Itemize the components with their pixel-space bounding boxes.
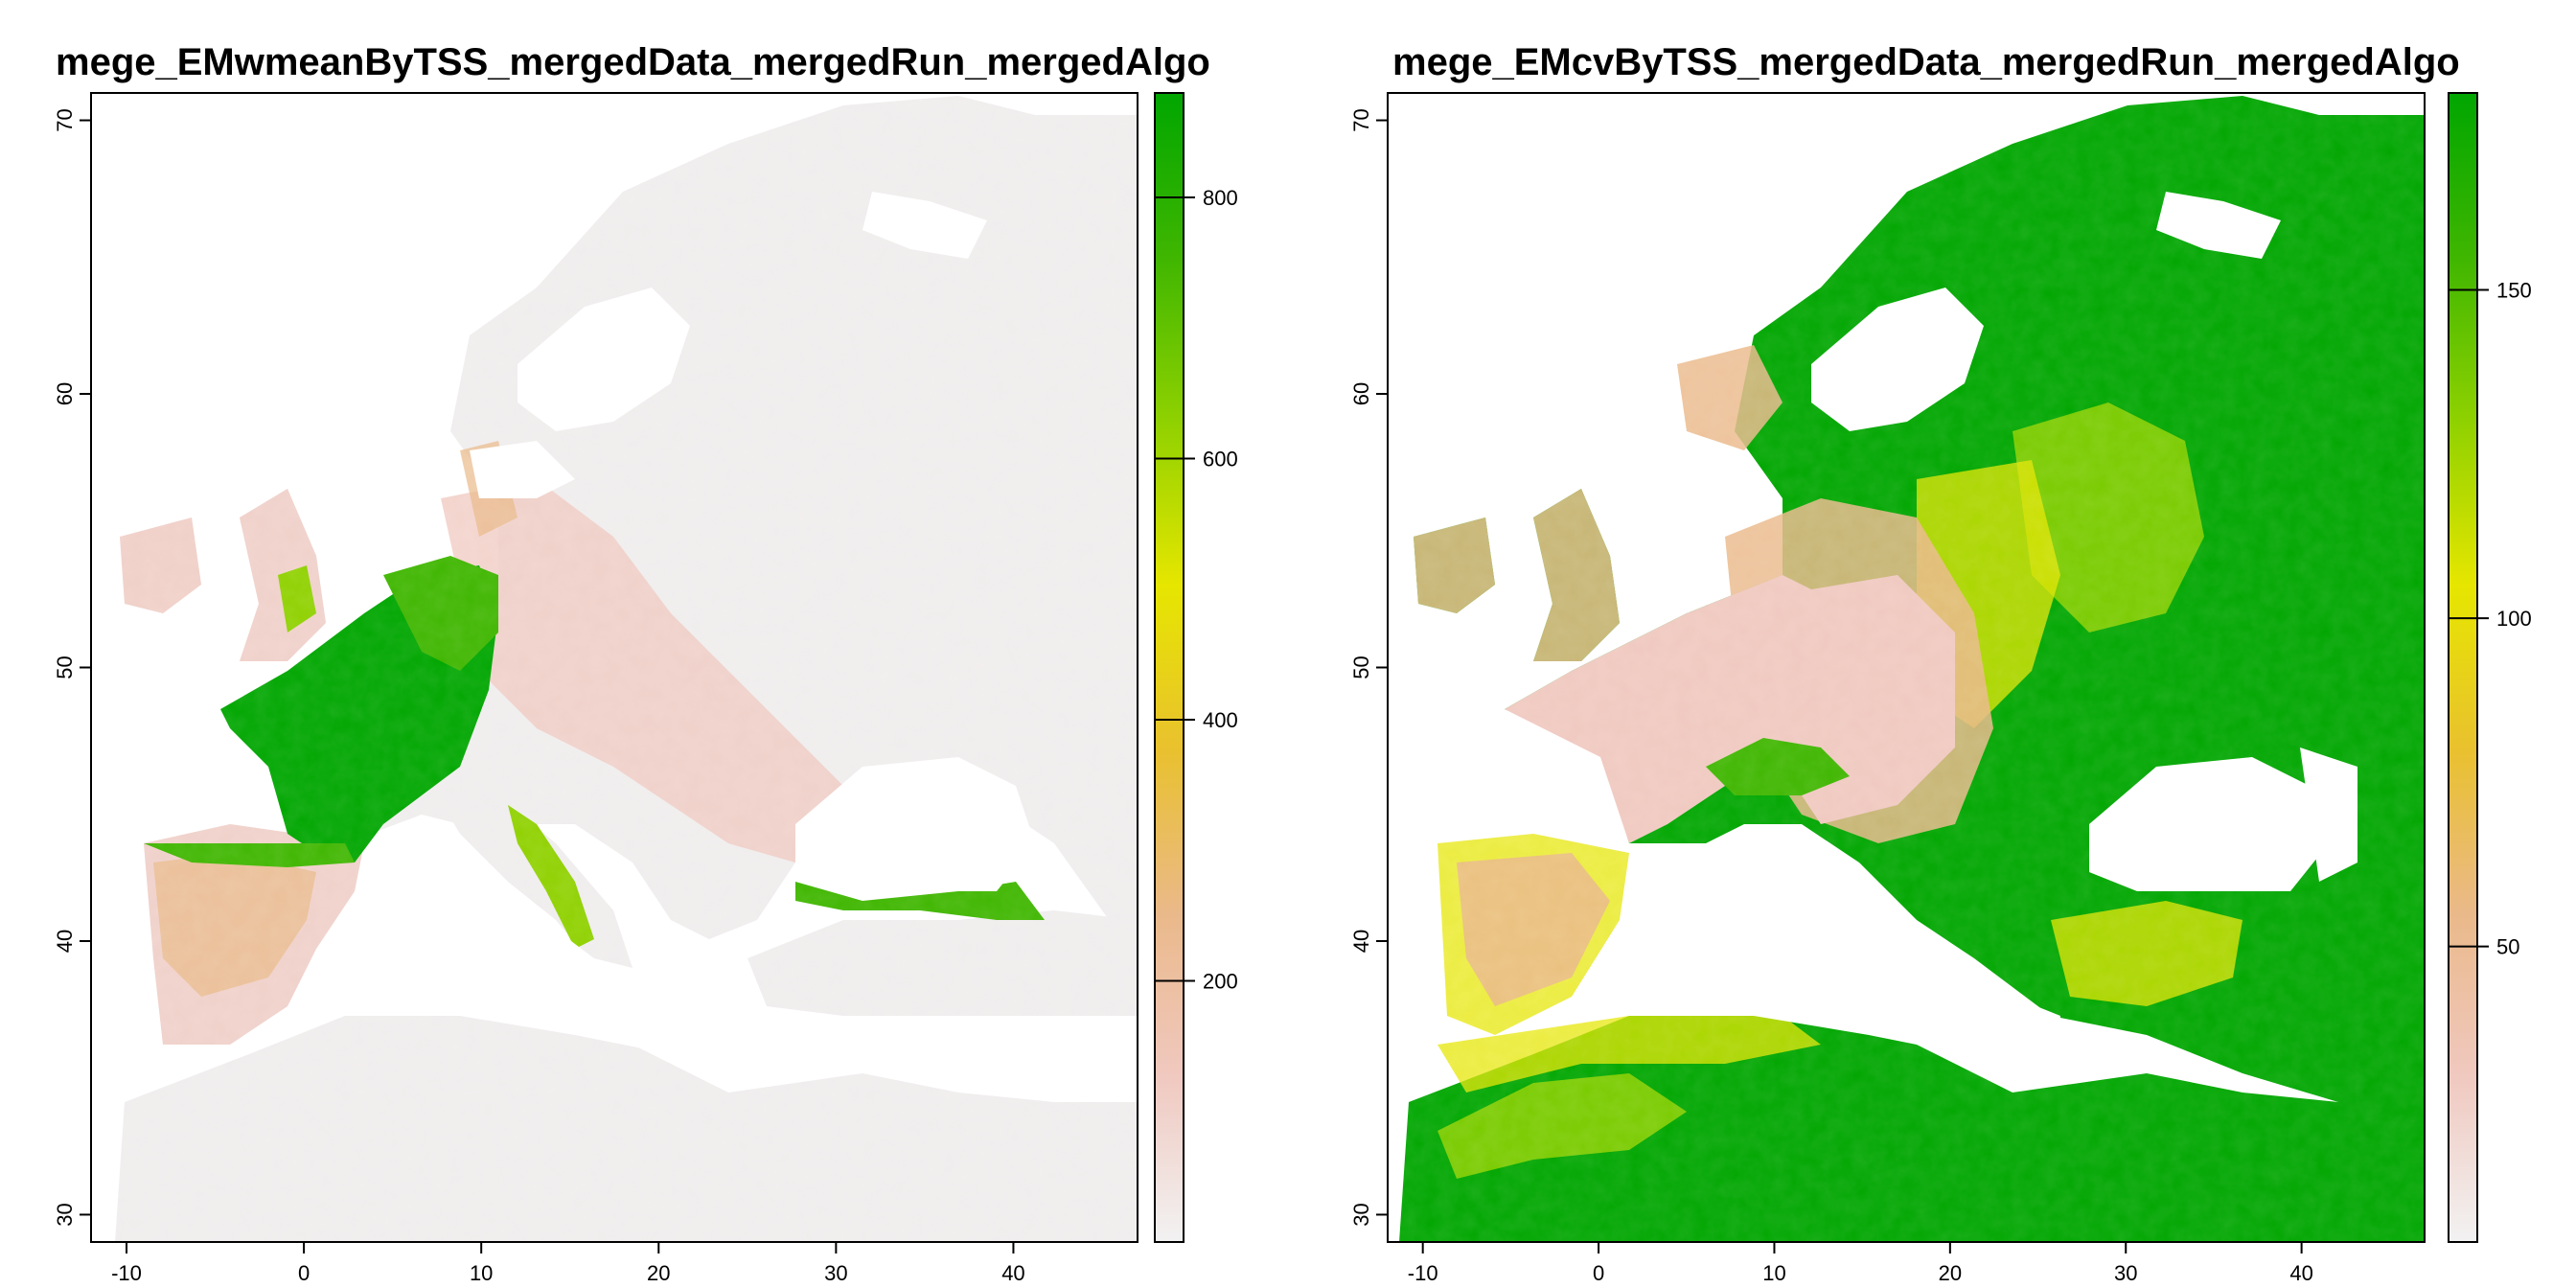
panel2-colorbar-ramp [2448, 92, 2478, 1243]
colorbar-tick-label: 100 [2496, 607, 2532, 631]
x-tick-label: 20 [647, 1261, 670, 1285]
panel1-x-axis: -10 0 10 20 30 40 [111, 1242, 1025, 1285]
colorbar-tick-label: 200 [1203, 970, 1238, 994]
x-tick-label: 20 [1939, 1261, 1962, 1285]
y-tick-label: 40 [53, 930, 77, 953]
panel2-colorbar-ticks: 50 100 150 [2449, 279, 2532, 959]
x-tick-label: 10 [1762, 1261, 1785, 1285]
panel2-title: mege_EMcvByTSS_mergedData_mergedRun_merg… [1392, 41, 2460, 83]
x-tick-label: -10 [111, 1261, 142, 1285]
x-tick-label: 0 [1593, 1261, 1604, 1285]
y-tick-label: 50 [1349, 656, 1373, 678]
x-tick-label: -10 [1408, 1261, 1438, 1285]
x-tick-label: 0 [298, 1261, 310, 1285]
x-tick-label: 10 [470, 1261, 493, 1285]
panel-wmean: mege_EMwmeanByTSS_mergedData_mergedRun_m… [53, 41, 1238, 1285]
panel1-colorbar-ticks: 200 400 600 800 [1155, 186, 1238, 994]
x-tick-label: 40 [1001, 1261, 1024, 1285]
panel1-colorbar-ramp [1154, 92, 1184, 1243]
y-tick-label: 30 [1349, 1203, 1373, 1226]
y-tick-label: 50 [53, 656, 77, 678]
panel1-y-axis: 30 40 50 60 70 [53, 108, 91, 1227]
panel1-title: mege_EMwmeanByTSS_mergedData_mergedRun_m… [56, 41, 1210, 83]
panel2-map [1388, 93, 2425, 1242]
y-tick-label: 70 [1349, 108, 1373, 131]
y-tick-label: 70 [53, 108, 77, 131]
colorbar-tick-label: 800 [1203, 186, 1238, 210]
x-tick-label: 30 [2114, 1261, 2137, 1285]
colorbar-tick-label: 600 [1203, 448, 1238, 472]
y-tick-label: 30 [53, 1203, 77, 1226]
panel2-colorbar: 50 100 150 [2448, 92, 2532, 1243]
y-tick-label: 60 [53, 382, 77, 405]
panel1-map [91, 93, 1138, 1242]
panel2-x-axis: -10 0 10 20 30 40 [1408, 1242, 2313, 1285]
x-tick-label: 40 [2289, 1261, 2312, 1285]
panel1-colorbar: 200 400 600 800 [1154, 92, 1238, 1243]
y-tick-label: 60 [1349, 382, 1373, 405]
x-tick-label: 30 [824, 1261, 847, 1285]
colorbar-tick-label: 150 [2496, 279, 2532, 303]
colorbar-tick-label: 400 [1203, 708, 1238, 732]
y-tick-label: 40 [1349, 930, 1373, 953]
colorbar-tick-label: 50 [2496, 935, 2519, 959]
panel-cv: mege_EMcvByTSS_mergedData_mergedRun_merg… [1349, 41, 2532, 1285]
panel2-y-axis: 30 40 50 60 70 [1349, 108, 1388, 1227]
